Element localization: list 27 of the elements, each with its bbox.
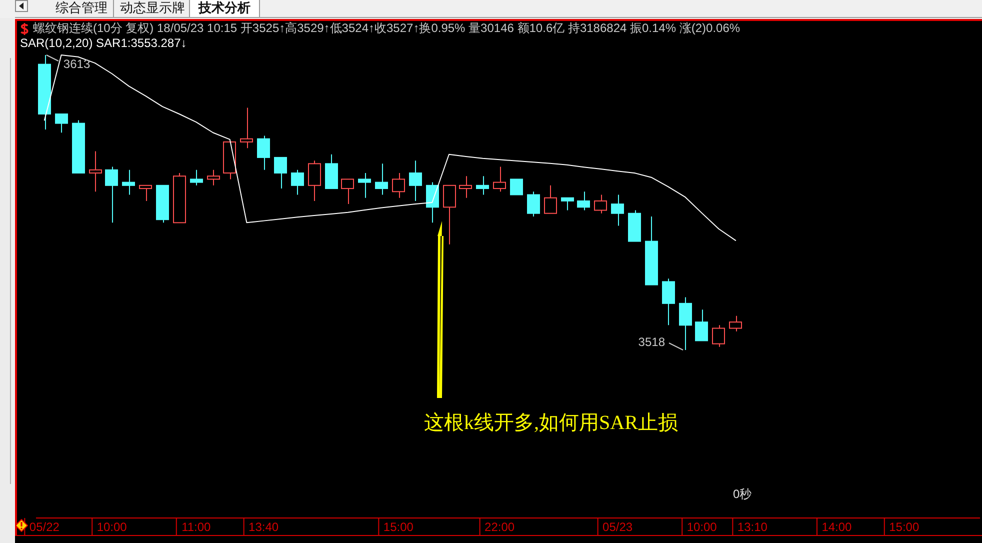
chart-title: 螺纹钢连续(10分 复权) 18/05/23 10:15 开3525↑高3529↑低3524↑收3527↑换0.95% 量30146 额10.6亿 持3186824 振0.14% 涨(2)0.06% xyxy=(33,21,740,36)
x-tick-label: 13:40 xyxy=(248,520,279,534)
x-tick-label: 10:00 xyxy=(686,520,718,534)
series-label: SAR(10,2,20) SAR1:3553.287↓ xyxy=(20,36,187,50)
candlestick xyxy=(122,169,135,196)
candlestick xyxy=(89,150,102,192)
x-tick-label: 22:00 xyxy=(484,520,515,534)
candlestick xyxy=(679,296,692,350)
x-tick-label: 11:00 xyxy=(182,520,212,534)
candlestick xyxy=(409,160,422,202)
candlestick xyxy=(611,194,624,226)
x-tick-label: 05/22 xyxy=(29,520,60,534)
annotation: 3518 xyxy=(638,334,666,349)
annotation: 3613 xyxy=(63,56,90,71)
x-tick-label: 13:10 xyxy=(737,520,768,534)
x-tick-label: 10:00 xyxy=(96,520,128,534)
text: 0秒 xyxy=(733,487,752,501)
text: 这根k线开多,如何用SAR止损 xyxy=(424,411,678,435)
candlestick xyxy=(459,176,472,198)
candlestick xyxy=(257,135,270,170)
x-tick-label: 14:00 xyxy=(822,520,852,534)
x-tick-label: 05/23 xyxy=(602,520,633,534)
candlestick xyxy=(577,191,590,211)
candlestick xyxy=(38,54,51,130)
tab: 技术分析 xyxy=(190,0,260,17)
x-tick-label: 15:00 xyxy=(889,520,920,534)
x-tick-label: 15:00 xyxy=(383,520,414,534)
